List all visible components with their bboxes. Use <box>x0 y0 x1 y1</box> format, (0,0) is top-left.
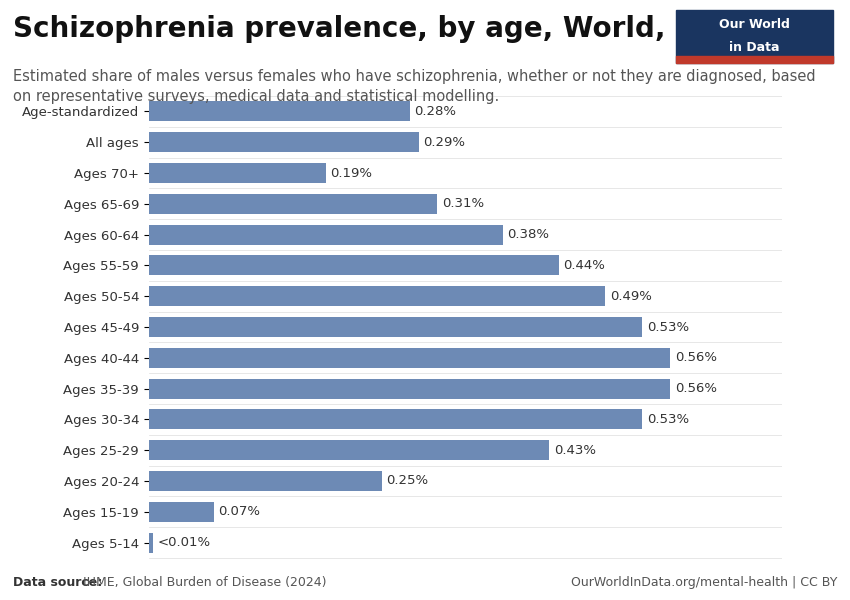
Bar <box>149 132 419 152</box>
Text: 0.19%: 0.19% <box>331 167 372 179</box>
Text: 0.53%: 0.53% <box>647 413 689 426</box>
Bar <box>149 224 502 245</box>
Text: 0.28%: 0.28% <box>414 105 456 118</box>
Text: 0.56%: 0.56% <box>675 351 717 364</box>
Text: 0.25%: 0.25% <box>386 475 428 487</box>
Text: 0.53%: 0.53% <box>647 320 689 334</box>
Text: 0.29%: 0.29% <box>423 136 466 149</box>
Text: 0.38%: 0.38% <box>507 228 549 241</box>
Text: 0.56%: 0.56% <box>675 382 717 395</box>
Bar <box>149 256 558 275</box>
Bar <box>149 409 643 430</box>
Bar <box>149 471 382 491</box>
Text: Data source:: Data source: <box>13 576 102 589</box>
Text: 0.43%: 0.43% <box>554 443 596 457</box>
Text: Our World: Our World <box>719 19 790 31</box>
Bar <box>149 194 438 214</box>
Bar <box>149 440 549 460</box>
Text: Estimated share of males versus females who have schizophrenia, whether or not t: Estimated share of males versus females … <box>13 69 815 104</box>
Bar <box>149 348 671 368</box>
Bar <box>149 533 153 553</box>
Text: Schizophrenia prevalence, by age, World, 2021: Schizophrenia prevalence, by age, World,… <box>13 15 752 43</box>
Bar <box>149 101 410 121</box>
Text: IHME, Global Burden of Disease (2024): IHME, Global Burden of Disease (2024) <box>79 576 326 589</box>
Text: 0.49%: 0.49% <box>609 290 652 303</box>
Text: 0.07%: 0.07% <box>218 505 261 518</box>
Text: 0.44%: 0.44% <box>564 259 605 272</box>
Bar <box>149 502 214 522</box>
Text: 0.31%: 0.31% <box>442 197 484 211</box>
Bar <box>149 317 643 337</box>
Text: OurWorldInData.org/mental-health | CC BY: OurWorldInData.org/mental-health | CC BY <box>571 576 837 589</box>
Bar <box>149 286 605 306</box>
Text: <0.01%: <0.01% <box>158 536 211 549</box>
Bar <box>149 379 671 398</box>
Bar <box>149 163 326 183</box>
Text: in Data: in Data <box>729 41 779 53</box>
